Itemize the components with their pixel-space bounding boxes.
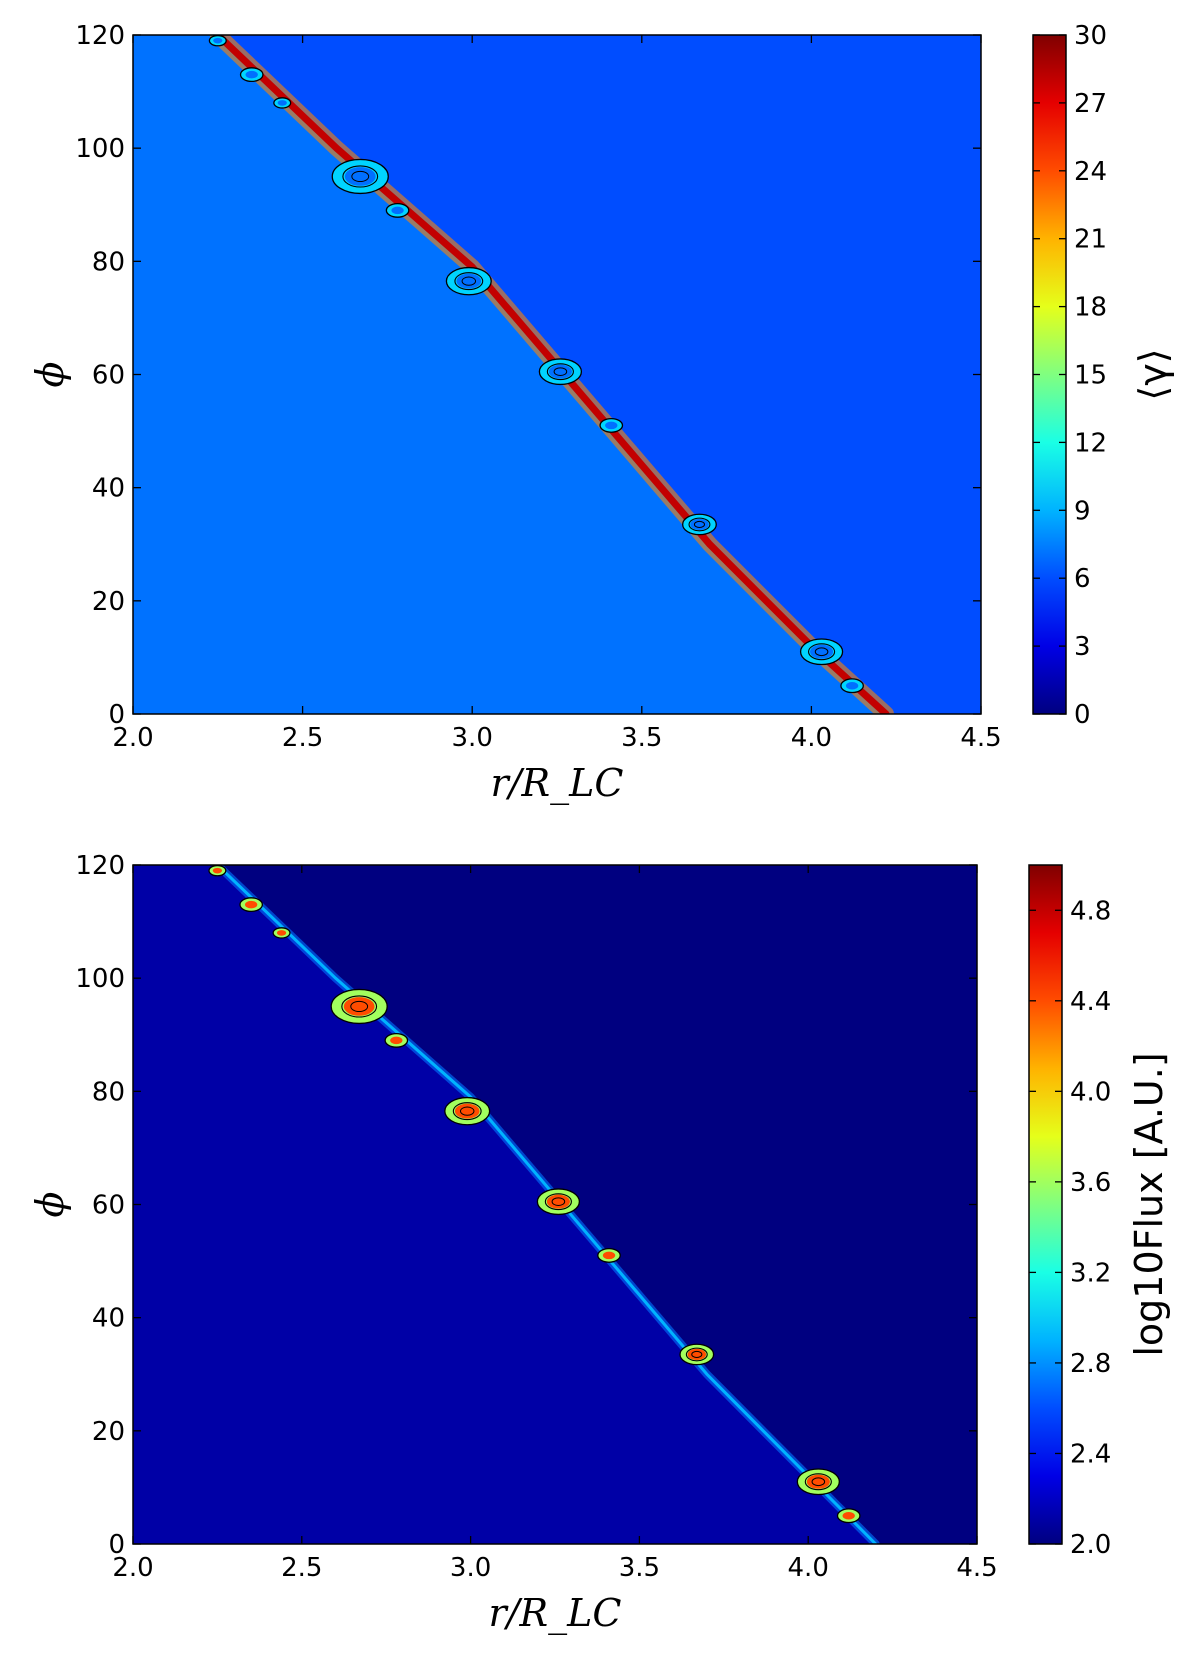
y-tick-label: 40 [92,1304,125,1334]
colorbar-tick-label: 4.4 [1070,987,1111,1017]
colorbar-tick-label: 2.4 [1070,1439,1111,1469]
plasmoid-7 [536,1188,581,1216]
colorbar-tick-label: 24 [1074,157,1107,187]
y-axis-label: ϕ [28,361,72,387]
plasmoid-7 [538,358,583,386]
plasmoid-8 [597,1247,621,1263]
y-tick-label: 120 [75,851,125,881]
plasmoid-6 [444,1096,491,1126]
colorbar-tick-label: 9 [1074,496,1091,526]
y-tick-label: 60 [92,361,125,391]
plasmoid-1 [208,865,227,877]
colorbar-tick-label: 4.8 [1070,896,1111,926]
colorbar-tick-label: 3.6 [1070,1168,1111,1198]
colorbar-label: log10Flux [A.U.] [1127,1052,1171,1356]
plasmoid-1 [208,35,227,47]
x-tick-label: 3.0 [452,723,493,753]
upstream-region [133,865,876,1544]
colorbar-tick-label: 3.2 [1070,1258,1111,1288]
colorbar-tick-label: 4.0 [1070,1077,1111,1107]
plasmoid-8 [599,417,624,433]
x-tick-label: 2.0 [112,723,153,753]
y-tick-label: 120 [75,21,125,51]
y-axis-label: ϕ [28,1191,72,1217]
plasmoid-10 [799,638,844,666]
y-tick-label: 60 [92,1191,125,1221]
colorbar-tick-label: 27 [1074,89,1107,119]
colorbar-tick-label: 12 [1074,428,1107,458]
x-tick-label: 4.5 [960,723,1001,753]
y-tick-label: 0 [108,700,125,730]
colorbar-tick-label: 6 [1074,564,1091,594]
colorbar-tick-label: 2.0 [1070,1530,1111,1560]
y-tick-label: 20 [92,587,125,617]
x-tick-label: 2.5 [282,723,323,753]
chart-panel-2: 2.0 2.5 3.0 3.5 4.0 4.5 0 20 40 60 80 100 120 r/R_LC ϕ… [28,851,1171,1636]
upstream-region [133,35,887,714]
x-tick-label: 3.0 [450,1553,491,1583]
x-axis-label: r/R_LC [491,761,624,806]
colorbar-tick-label: 3 [1074,632,1091,662]
y-tick-label: 20 [92,1417,125,1447]
plasmoid-9 [679,1343,715,1366]
colorbar-tick-label: 0 [1074,700,1091,730]
y-tick-label: 80 [92,247,125,277]
y-tick-label: 40 [92,474,125,504]
y-tick-label: 0 [108,1530,125,1560]
colorbar-tick-label: 15 [1074,361,1107,391]
plasmoid-11 [836,1508,861,1524]
colorbar-tick-label: 30 [1074,21,1107,51]
x-tick-label: 4.0 [788,1553,829,1583]
plasmoid-9 [682,513,717,536]
plasmoid-5 [384,1032,409,1048]
colorbar-tick-label: 21 [1074,225,1107,255]
plasmoid-10 [796,1468,840,1496]
x-tick-label: 3.5 [621,723,662,753]
x-tick-label: 2.5 [281,1553,322,1583]
plasmoid-5 [385,202,410,218]
plasmoid-4 [330,988,388,1025]
chart-panel-1: 2.0 2.5 3.0 3.5 4.0 4.5020406080100120r/R_LCϕ… [28,21,1175,806]
x-tick-label: 4.5 [956,1553,997,1583]
plasmoid-6 [445,266,492,296]
plasmoid-11 [840,678,864,694]
y-tick-label: 100 [75,134,125,164]
plasmoid-3 [273,97,292,109]
plasmoid-2 [239,67,264,83]
y-tick-label: 100 [75,964,125,994]
x-tick-label: 2.0 [112,1553,153,1583]
y-tick-label: 80 [92,1077,125,1107]
x-tick-label: 4.0 [791,723,832,753]
x-tick-label: 3.5 [619,1553,660,1583]
plasmoid-2 [239,897,264,913]
plasmoid-4 [331,158,389,195]
colorbar-tick-label: 2.8 [1070,1349,1111,1379]
colorbar [1028,864,1063,1545]
plasmoid-3 [272,927,291,939]
colorbar-label: ⟨γ⟩ [1131,348,1175,400]
x-axis-label: r/R_LC [489,1591,622,1636]
colorbar-tick-label: 18 [1074,293,1107,323]
